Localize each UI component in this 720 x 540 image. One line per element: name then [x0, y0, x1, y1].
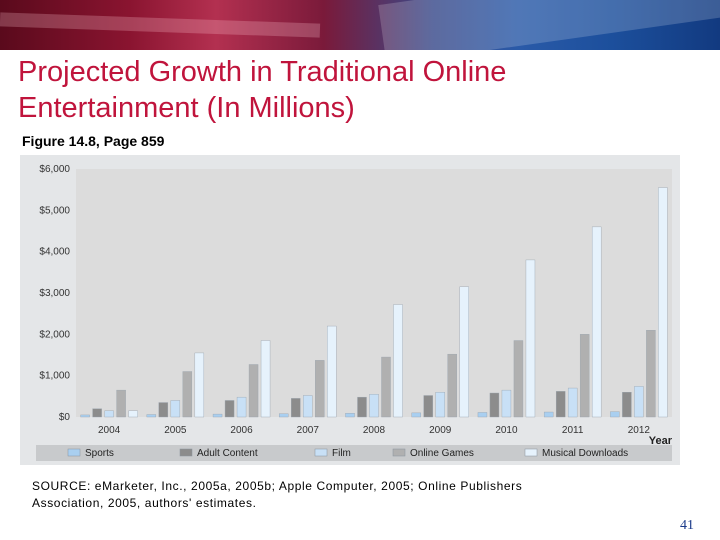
- legend-label: Musical Downloads: [542, 448, 628, 459]
- y-tick-label: $0: [59, 412, 71, 423]
- y-axis-ticks: $0 $1,000 $2,000 $3,000 $4,000 $5,000 $6,000: [39, 164, 70, 423]
- bar-film-2012: [634, 386, 644, 418]
- bar-adult-content-2010: [489, 392, 500, 418]
- bar-adult-content-2006: [224, 400, 235, 418]
- bar-adult-content-2008: [357, 396, 367, 418]
- legend-background: [36, 445, 672, 461]
- slide-title: Projected Growth in Traditional Online E…: [18, 54, 698, 126]
- x-tick-label: 2011: [562, 425, 584, 436]
- figure-reference: Figure 14.8, Page 859: [22, 133, 165, 149]
- bar-film-2006: [236, 396, 247, 418]
- legend-label: Adult Content: [197, 448, 258, 459]
- bar-online-games-2010: [513, 340, 524, 418]
- slide-title-line-2: Entertainment (In Millions): [18, 92, 355, 124]
- bar-musical-downloads-2009: [459, 286, 469, 418]
- bar-film-2010: [501, 389, 512, 418]
- page-number: 41: [680, 518, 694, 533]
- legend-label: Film: [332, 448, 351, 459]
- bar-film-2009: [435, 391, 445, 418]
- y-tick-label: $3,000: [39, 288, 70, 299]
- bar-online-games-2009: [447, 353, 457, 418]
- bar-sports-2008: [345, 413, 355, 418]
- bar-adult-content-2012: [622, 391, 632, 418]
- bar-adult-content-2009: [423, 395, 433, 418]
- x-tick-label: 2012: [628, 425, 651, 436]
- bar-online-games-2008: [381, 356, 391, 418]
- bar-musical-downloads-2007: [327, 325, 337, 418]
- x-tick-label: 2004: [98, 425, 121, 436]
- legend-swatch: [179, 448, 193, 457]
- x-tick-label: 2008: [363, 425, 386, 436]
- x-tick-label: 2010: [495, 425, 518, 436]
- bar-sports-2011: [543, 411, 554, 418]
- legend-swatch: [524, 448, 538, 457]
- bar-online-games-2006: [248, 364, 259, 418]
- bar-online-games-2011: [579, 334, 590, 418]
- x-tick-label: 2006: [230, 425, 253, 436]
- bar-musical-downloads-2006: [260, 340, 271, 418]
- bar-adult-content-2005: [158, 402, 169, 418]
- bar-sports-2010: [477, 412, 488, 418]
- bar-sports-2004: [80, 414, 90, 418]
- bar-musical-downloads-2010: [525, 259, 536, 418]
- legend: Sports Adult Content Film Online Games Music…: [67, 448, 628, 459]
- y-tick-label: $4,000: [39, 247, 70, 258]
- legend-label: Sports: [85, 448, 114, 459]
- y-tick-label: $1,000: [39, 371, 70, 382]
- x-tick-label: 2009: [429, 425, 452, 436]
- x-tick-label: 2005: [164, 425, 187, 436]
- source-note: SOURCE: eMarketer, Inc., 2005a, 2005b; A…: [32, 478, 632, 512]
- bar-adult-content-2004: [92, 408, 102, 418]
- bar-chart: $0 $1,000 $2,000 $3,000 $4,000 $5,000 $6,000 2…: [20, 155, 680, 465]
- y-tick-label: $6,000: [39, 164, 70, 175]
- bar-sports-2006: [212, 413, 223, 418]
- y-tick-label: $2,000: [39, 329, 70, 340]
- legend-label: Online Games: [410, 448, 474, 459]
- y-tick-label: $5,000: [39, 205, 70, 216]
- bar-musical-downloads-2005: [194, 352, 205, 418]
- source-line-2: Association, 2005, authors' estimates.: [32, 496, 257, 510]
- bar-adult-content-2007: [291, 398, 301, 418]
- bar-film-2004: [104, 410, 114, 418]
- x-axis-ticks: 2004 2005 2006 2007 2008 2009 2010 2011 2012: [98, 425, 650, 436]
- bar-film-2008: [369, 394, 379, 418]
- bar-online-games-2012: [646, 329, 656, 418]
- x-axis-label: Year: [649, 435, 673, 447]
- bar-online-games-2004: [116, 389, 126, 418]
- chart-container: $0 $1,000 $2,000 $3,000 $4,000 $5,000 $6,000 2…: [20, 155, 680, 465]
- bar-film-2007: [303, 395, 313, 418]
- bar-film-2005: [170, 400, 181, 418]
- bars-group: [80, 187, 668, 418]
- bar-musical-downloads-2012: [658, 187, 668, 418]
- source-line-1: SOURCE: eMarketer, Inc., 2005a, 2005b; A…: [32, 479, 523, 493]
- slide-title-line-1: Projected Growth in Traditional Online: [18, 56, 507, 88]
- bar-sports-2005: [146, 414, 157, 418]
- legend-swatch: [314, 448, 328, 457]
- bar-musical-downloads-2011: [591, 226, 602, 418]
- bar-online-games-2007: [315, 360, 325, 418]
- bar-film-2011: [567, 387, 578, 418]
- bar-sports-2012: [610, 411, 620, 418]
- banner-streak: [0, 12, 321, 38]
- x-tick-label: 2007: [297, 425, 320, 436]
- plot-area: [76, 169, 672, 417]
- bar-sports-2007: [279, 413, 289, 418]
- legend-swatch: [392, 448, 406, 457]
- bar-sports-2009: [411, 412, 421, 418]
- bar-online-games-2005: [182, 371, 193, 418]
- bar-musical-downloads-2008: [393, 304, 403, 418]
- bar-musical-downloads-2004: [128, 410, 138, 418]
- top-banner: [0, 0, 720, 50]
- banner-streak: [378, 0, 720, 50]
- legend-swatch: [67, 448, 81, 457]
- bar-adult-content-2011: [555, 391, 566, 418]
